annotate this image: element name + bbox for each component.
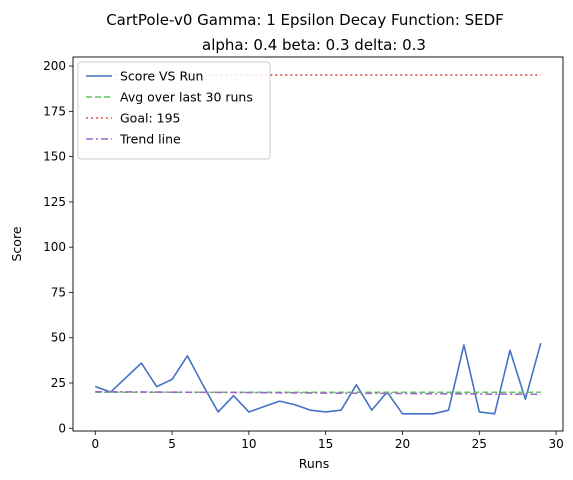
y-tick-label: 175 [43,104,66,118]
y-axis-label: Score [9,226,24,261]
chart-title-line-2: alpha: 0.4 beta: 0.3 delta: 0.3 [202,36,426,54]
legend-entry-label: Score VS Run [120,69,203,84]
x-tick-label: 30 [548,437,563,451]
y-tick-label: 200 [43,59,66,73]
y-tick-label: 150 [43,150,66,164]
legend-entry-label: Goal: 195 [120,111,181,126]
x-tick-label: 25 [472,437,487,451]
chart-title: CartPole-v0 Gamma: 1 Epsilon Decay Funct… [106,11,504,54]
x-tick-label: 20 [395,437,410,451]
y-tick-label: 100 [43,240,66,254]
series-line-4 [95,390,541,396]
y-tick-label: 125 [43,195,66,209]
x-tick-label: 15 [318,437,333,451]
legend-box [77,61,271,160]
legend: Score VS Run Avg over last 30 runs Goal: 1… [77,61,271,160]
legend-entry-label: Trend line [119,132,181,147]
chart-title-line-1: CartPole-v0 Gamma: 1 Epsilon Decay Funct… [106,11,504,29]
x-axis-label: Runs [299,456,329,471]
x-tick-label: 0 [91,437,99,451]
y-tick-label: 0 [58,421,66,435]
y-tick-label: 75 [51,285,66,299]
y-tick-label: 25 [51,376,66,390]
x-tick-label: 5 [168,437,176,451]
legend-entry-label: Avg over last 30 runs [120,90,253,105]
plot-area-frame [72,56,564,432]
series-line-1 [95,342,542,415]
x-tick-label: 10 [241,437,256,451]
y-tick-label: 50 [51,331,66,345]
